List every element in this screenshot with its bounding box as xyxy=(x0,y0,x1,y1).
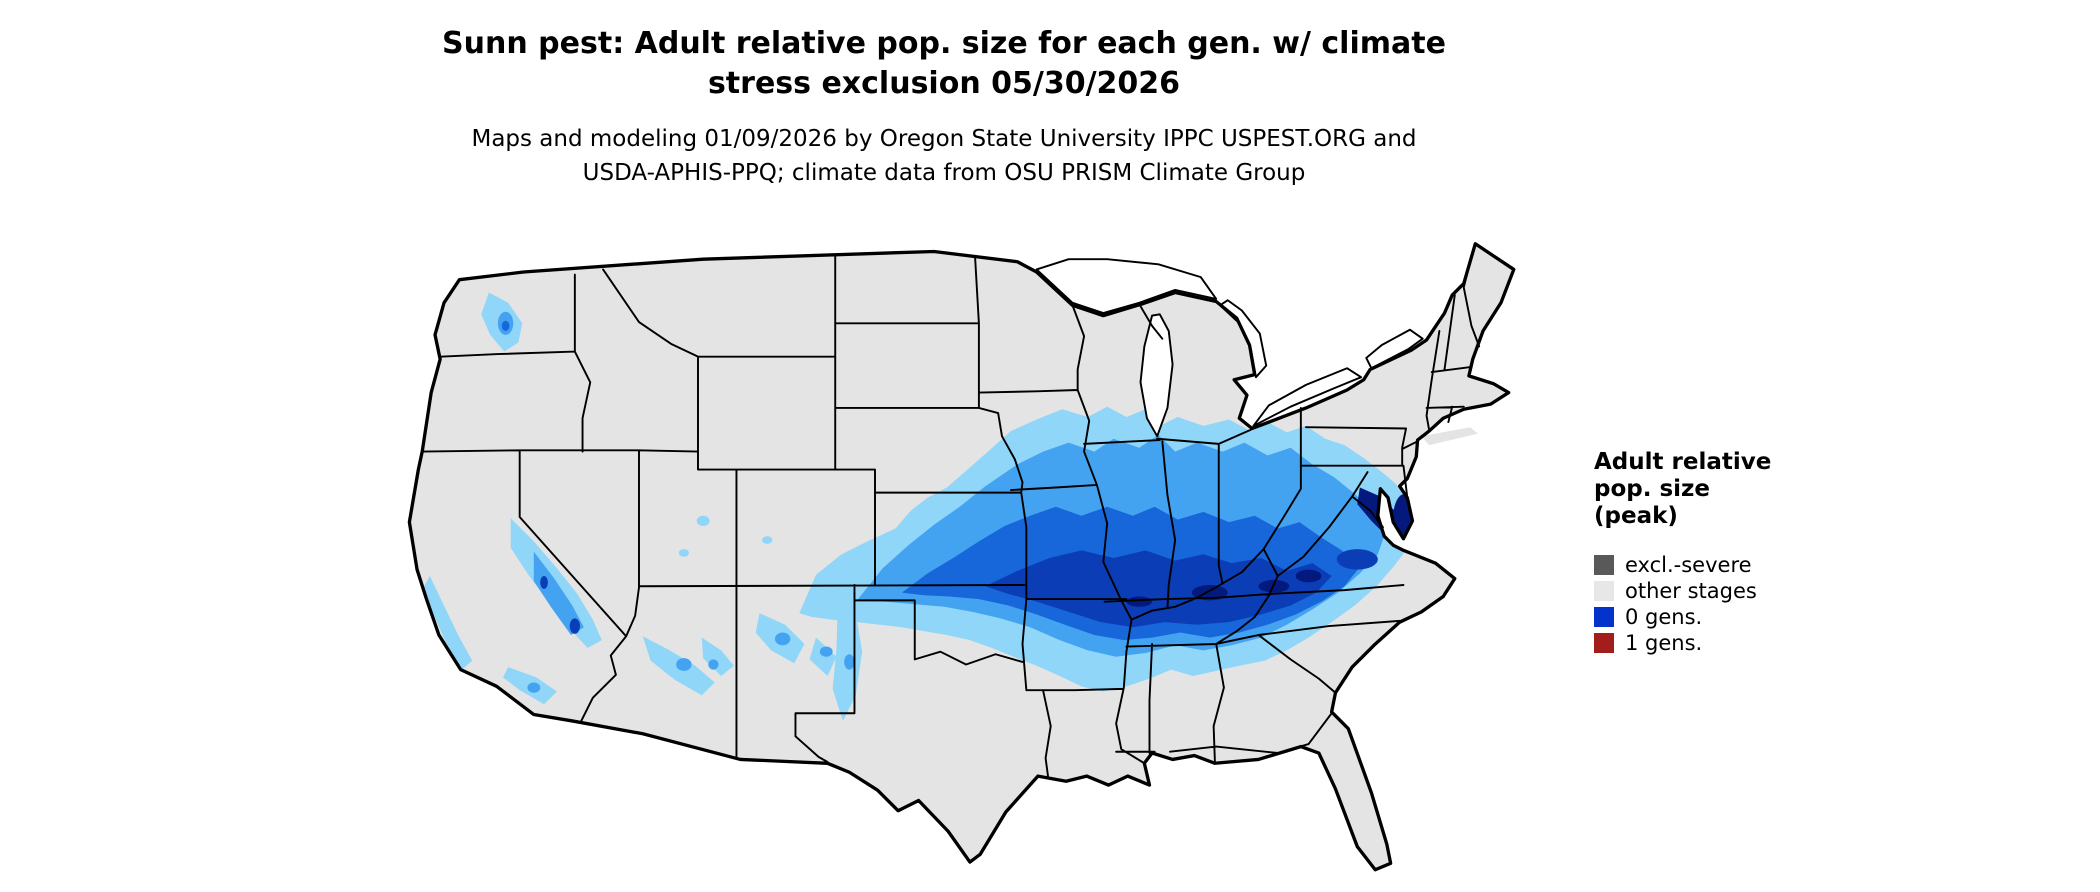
lake-michigan xyxy=(1139,313,1174,438)
pest-navy-spot-3 xyxy=(1295,569,1322,583)
pest-speck-utah-2 xyxy=(678,549,690,557)
conus-map-svg xyxy=(407,242,1516,872)
legend-swatch-other-stages xyxy=(1594,581,1614,601)
title-line-1: Sunn pest: Adult relative pop. size for … xyxy=(442,26,1446,61)
lake-erie xyxy=(1252,367,1363,427)
legend-title-line-1: Adult relative xyxy=(1594,449,1772,475)
legend-label-1-gens: 1 gens. xyxy=(1625,631,1703,655)
legend-swatch-1-gens xyxy=(1594,633,1614,653)
title-line-2: stress exclusion 05/30/2026 xyxy=(707,66,1181,101)
pest-distribution xyxy=(423,292,1417,721)
legend-item-0-gens: 0 gens. xyxy=(1594,604,1894,630)
legend-label-excl-severe: excl.-severe xyxy=(1625,553,1752,577)
subtitle-line-2: USDA-APHIS-PPQ; climate data from OSU PR… xyxy=(582,160,1306,186)
pest-patch-ca-coast xyxy=(423,576,473,670)
pest-speck-nm-mid-1 xyxy=(774,632,791,646)
map-legend: Adult relative pop. size (peak) excl.-se… xyxy=(1594,449,1894,656)
pest-sierra-mid xyxy=(533,551,584,636)
legend-label-other-stages: other stages xyxy=(1625,579,1757,603)
pest-speck-az-mid-1 xyxy=(676,658,692,671)
legend-items: excl.-severe other stages 0 gens. 1 gens… xyxy=(1594,552,1894,656)
pest-speck-sierra-dark-1 xyxy=(569,618,580,634)
subtitle-line-1: Maps and modeling 01/09/2026 by Oregon S… xyxy=(471,126,1417,152)
legend-item-excl-severe: excl.-severe xyxy=(1594,552,1894,578)
legend-item-other-stages: other stages xyxy=(1594,578,1894,604)
pest-core-virginia xyxy=(1336,549,1378,570)
pest-patch-arizona-2 xyxy=(701,637,734,677)
pest-speck-nm-mid-2 xyxy=(819,646,833,657)
legend-title-line-3: (peak) xyxy=(1594,503,1678,529)
pest-speck-colorado xyxy=(762,536,773,544)
pest-patch-newmexico-2 xyxy=(809,637,837,677)
pest-speck-utah-1 xyxy=(696,515,710,526)
legend-item-1-gens: 1 gens. xyxy=(1594,630,1894,656)
lake-superior xyxy=(1035,258,1218,315)
pest-speck-nm-mid-3 xyxy=(844,654,855,670)
national-outline xyxy=(407,242,1516,872)
lake-ontario xyxy=(1365,328,1424,370)
legend-swatch-0-gens xyxy=(1594,607,1614,627)
legend-swatch-excl-severe xyxy=(1594,555,1614,575)
state-borders xyxy=(421,245,1481,779)
page-title: Sunn pest: Adult relative pop. size for … xyxy=(0,24,1888,104)
pest-speck-sierra-dark-2 xyxy=(540,576,548,589)
pest-speck-socal-mid xyxy=(527,682,541,693)
pest-navy-spot-4 xyxy=(1126,596,1153,607)
subtitle: Maps and modeling 01/09/2026 by Oregon S… xyxy=(0,122,1888,190)
legend-title-line-2: pop. size xyxy=(1594,476,1711,502)
great-lakes xyxy=(1035,258,1424,438)
pest-speck-wa-dark xyxy=(501,320,510,332)
pest-speck-az-mid-2 xyxy=(708,659,719,670)
long-island xyxy=(1421,427,1478,446)
legend-label-0-gens: 0 gens. xyxy=(1625,605,1703,629)
conus-map xyxy=(318,213,1550,880)
